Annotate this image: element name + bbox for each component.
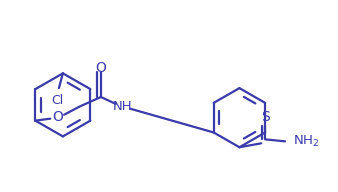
Text: O: O [95,61,106,75]
Text: O: O [52,110,63,124]
Text: NH$_2$: NH$_2$ [293,134,319,149]
Text: NH: NH [113,100,132,113]
Text: S: S [261,110,270,124]
Text: Cl: Cl [51,94,63,107]
